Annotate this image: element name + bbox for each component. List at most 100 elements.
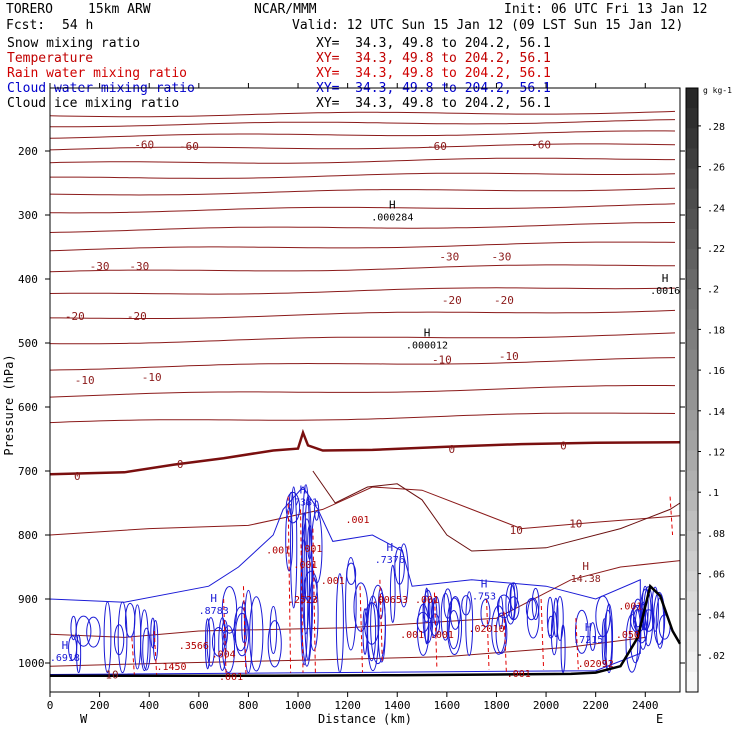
temperature-contour bbox=[50, 203, 676, 214]
x-axis-label: Distance (km) bbox=[318, 712, 412, 726]
temperature-label: 0 bbox=[74, 470, 81, 483]
x-end-label-west: W bbox=[80, 712, 88, 726]
rain-water-contour bbox=[359, 586, 364, 673]
moisture-label: .050 bbox=[616, 630, 640, 641]
colorbar-segment bbox=[686, 168, 698, 190]
moisture-label: .001 bbox=[298, 544, 322, 555]
extremum-value: .8783 bbox=[199, 606, 229, 617]
cloud-water-contour bbox=[103, 601, 112, 674]
temperature-label: -60 bbox=[134, 139, 154, 152]
colorbar-segment bbox=[686, 289, 698, 310]
cloud-water-contour bbox=[362, 608, 368, 655]
cloud-water-contour bbox=[398, 543, 409, 608]
extremum-value: .000284 bbox=[371, 213, 413, 224]
rain-water-contour bbox=[540, 598, 545, 670]
extremum-marker: H bbox=[389, 199, 396, 212]
cloud-water-contour bbox=[335, 573, 344, 674]
temperature-label: 10 bbox=[105, 669, 118, 682]
temperature-label: 0 bbox=[560, 439, 567, 452]
colorbar-tick-label: .14 bbox=[707, 407, 725, 418]
colorbar-segment bbox=[686, 148, 698, 170]
field-xy-range: XY= 34.3, 49.8 to 204.2, 56.1 bbox=[316, 66, 551, 81]
cloud-water-contour bbox=[222, 625, 236, 674]
colorbar-segment bbox=[686, 249, 698, 270]
cloud-water-contour bbox=[497, 595, 504, 629]
extremum-marker: H bbox=[585, 621, 592, 634]
cloud-water-contour bbox=[507, 596, 520, 621]
temperature-contour bbox=[49, 332, 676, 345]
cloud-water-contour bbox=[389, 564, 396, 624]
moisture-label: .001 bbox=[400, 630, 424, 641]
colorbar-segment bbox=[686, 108, 698, 129]
moisture-label: .001 bbox=[321, 576, 345, 587]
y-tick-label: 400 bbox=[18, 273, 38, 286]
moisture-label: .001 bbox=[415, 595, 439, 606]
cloud-water-contour bbox=[553, 597, 559, 638]
cloud-water-contour bbox=[589, 622, 596, 651]
extremum-marker: H bbox=[424, 327, 431, 340]
field-xy-range: XY= 34.3, 49.8 to 204.2, 56.1 bbox=[316, 36, 551, 51]
colorbar-segment bbox=[686, 490, 698, 512]
temperature-label: -60 bbox=[427, 140, 447, 153]
cloud-water-contour bbox=[113, 624, 125, 656]
colorbar-tick-label: .12 bbox=[707, 448, 725, 459]
moisture-label: .001 bbox=[507, 669, 531, 680]
rain-water-contour bbox=[575, 618, 579, 670]
temperature-contour bbox=[50, 309, 676, 319]
colorbar-unit: g kg-1 bbox=[703, 86, 732, 95]
temperature-label: -30 bbox=[439, 251, 459, 264]
temperature-label: -20 bbox=[127, 310, 147, 323]
temperature-label: -20 bbox=[65, 310, 85, 323]
cloud-water-contour bbox=[367, 601, 377, 662]
colorbar-segment bbox=[686, 551, 698, 572]
extremum-marker: H bbox=[386, 541, 393, 554]
y-tick-label: 200 bbox=[18, 145, 38, 158]
y-tick-label: 900 bbox=[18, 593, 38, 606]
extremum-value: .7381 bbox=[288, 497, 318, 508]
cloud-water-contour bbox=[269, 605, 278, 655]
moisture-label: .004 bbox=[212, 649, 236, 660]
cloud-water-contour bbox=[448, 609, 460, 650]
colorbar-tick-label: .08 bbox=[707, 529, 725, 540]
moisture-label: .00653 bbox=[372, 595, 408, 606]
cloud-water-contour bbox=[556, 596, 564, 642]
field-xy-range: XY= 34.3, 49.8 to 204.2, 56.1 bbox=[316, 96, 551, 111]
temperature-label: 0 bbox=[448, 443, 455, 456]
temperature-label: 10 bbox=[569, 517, 582, 530]
colorbar-segment bbox=[686, 571, 698, 592]
cloud-water-contour bbox=[509, 582, 518, 611]
temperature-label: -20 bbox=[442, 294, 462, 307]
model-resolution: 15km ARW bbox=[88, 2, 151, 17]
field-name: Cloud ice mixing ratio bbox=[7, 96, 180, 111]
colorbar-tick-label: .2 bbox=[707, 285, 719, 296]
y-tick-label: 500 bbox=[18, 337, 38, 350]
colorbar-tick-label: .06 bbox=[707, 570, 725, 581]
cloud-water-contour bbox=[233, 606, 248, 652]
colorbar-segment bbox=[686, 611, 698, 633]
extremum-marker: H bbox=[62, 639, 69, 652]
extremum-value: 14.38 bbox=[571, 574, 601, 585]
temperature-contour bbox=[49, 241, 676, 252]
cloud-water-contour bbox=[234, 612, 250, 657]
colorbar-segment bbox=[686, 88, 698, 109]
cloud-water-contour bbox=[525, 597, 537, 621]
rain-water-contour bbox=[242, 586, 247, 675]
y-tick-label: 1000 bbox=[18, 657, 45, 670]
field-name: Temperature bbox=[7, 51, 94, 66]
colorbar-segment bbox=[686, 349, 698, 371]
cloud-water-contour bbox=[76, 634, 82, 674]
extremum-value: .753 bbox=[472, 591, 496, 602]
x-tick-label: 1200 bbox=[334, 699, 361, 712]
colorbar-frame bbox=[685, 87, 699, 693]
rain-water-contour bbox=[223, 598, 227, 675]
y-tick-label: 700 bbox=[18, 465, 38, 478]
field-xy-range: XY= 34.3, 49.8 to 204.2, 56.1 bbox=[316, 51, 551, 66]
temperature-contour bbox=[49, 130, 676, 139]
y-tick-label: 300 bbox=[18, 209, 38, 222]
moisture-label: .2523 bbox=[288, 595, 318, 606]
x-tick-label: 2000 bbox=[533, 699, 560, 712]
cloud-water-contour bbox=[601, 618, 607, 666]
temperature-contour bbox=[49, 222, 675, 233]
cloud-water-contour bbox=[70, 615, 77, 641]
colorbar-segment bbox=[686, 470, 698, 492]
